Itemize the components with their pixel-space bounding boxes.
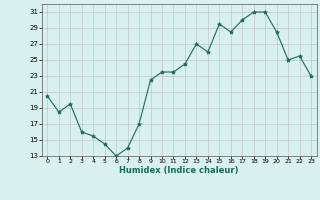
X-axis label: Humidex (Indice chaleur): Humidex (Indice chaleur) [119,166,239,175]
